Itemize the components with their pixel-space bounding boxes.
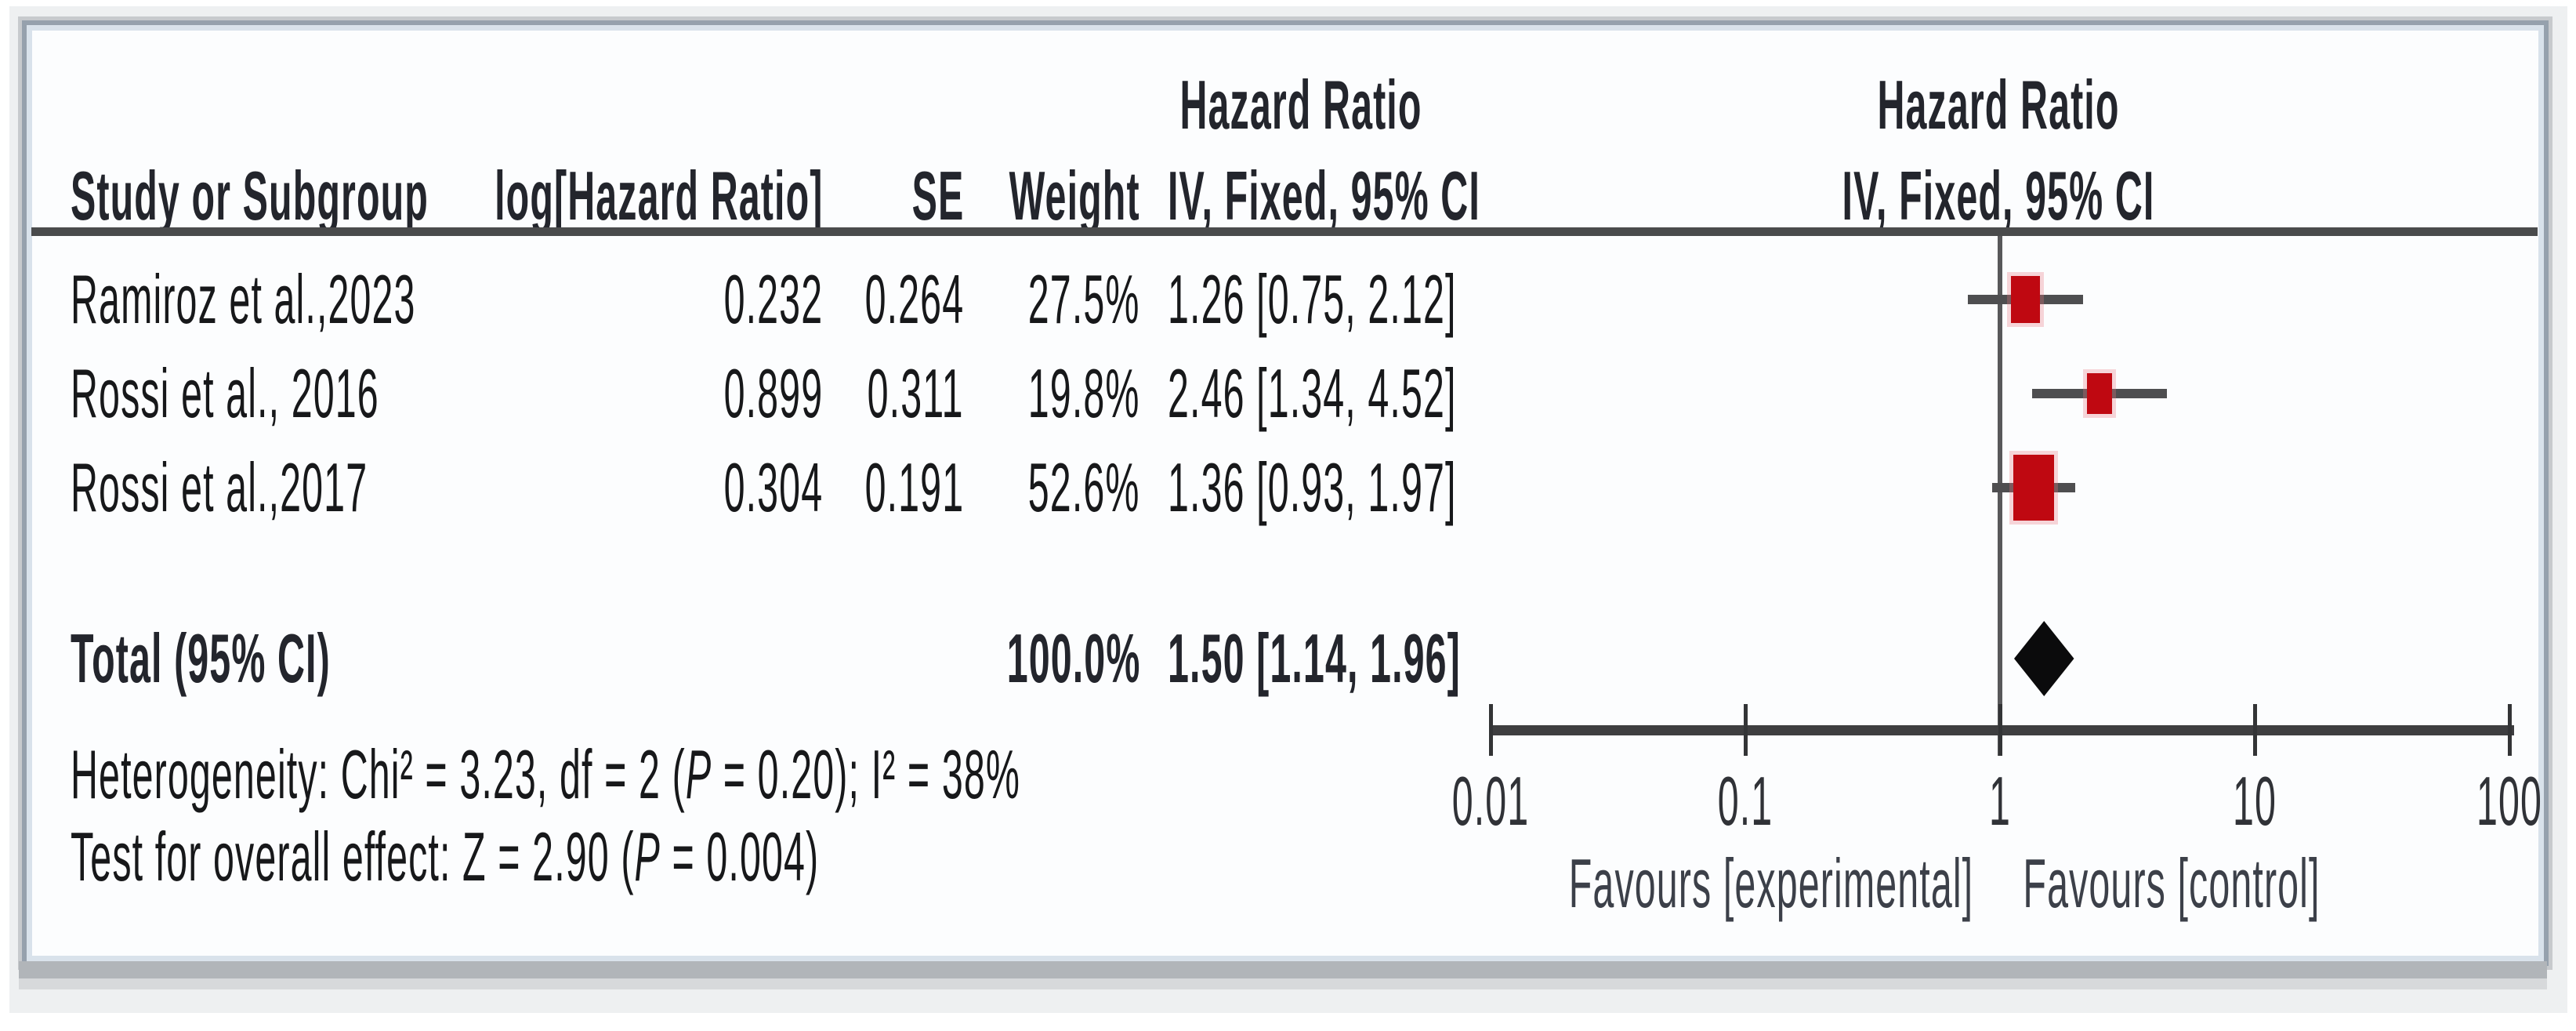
total-ci-text: 1.50 [1.14, 1.96] xyxy=(1168,619,1461,697)
study-se: 0.311 xyxy=(867,354,964,432)
x-axis-tick-label: 1 xyxy=(1988,762,2012,840)
x-axis-tick xyxy=(1998,704,2002,756)
study-log-hr: 0.899 xyxy=(723,354,823,432)
window-bottom-shadow xyxy=(19,978,2547,989)
x-axis-tick-label: 10 xyxy=(2232,762,2277,840)
column-header-study: Study or Subgroup xyxy=(71,157,429,234)
effect-square xyxy=(2087,373,2112,414)
study-se: 0.191 xyxy=(864,448,964,526)
window-bottom-edge xyxy=(19,961,2547,978)
header-rule xyxy=(31,227,2538,236)
study-name: Ramiroz et al.,2023 xyxy=(71,260,416,338)
x-axis-tick xyxy=(2252,704,2257,756)
study-weight: 19.8% xyxy=(1028,354,1140,432)
total-diamond xyxy=(2014,621,2074,696)
study-se: 0.264 xyxy=(864,260,964,338)
effect-square xyxy=(2013,454,2055,521)
x-axis-tick-label: 0.01 xyxy=(1451,762,1530,840)
total-label: Total (95% CI) xyxy=(71,619,331,697)
total-weight: 100.0% xyxy=(1006,619,1140,697)
study-ci-text: 1.36 [0.93, 1.97] xyxy=(1168,448,1457,526)
x-axis-tick xyxy=(1743,704,1748,756)
favours-left-label: Favours [experimental] xyxy=(1568,844,1974,922)
favours-right-label: Favours [control] xyxy=(2023,844,2321,922)
x-axis-tick-label: 100 xyxy=(2476,762,2543,840)
column-header-weight: Weight xyxy=(1009,157,1140,234)
study-log-hr: 0.304 xyxy=(723,448,823,526)
effect-square xyxy=(2010,275,2041,324)
plot-panel xyxy=(18,16,2552,970)
no-effect-line xyxy=(1998,236,2002,756)
study-weight: 27.5% xyxy=(1028,260,1140,338)
column-header-ci-text: IV, Fixed, 95% CI xyxy=(1168,157,1480,234)
x-axis-tick-label: 0.1 xyxy=(1717,762,1773,840)
column-header-se: SE xyxy=(911,157,964,234)
column-header-log-hr: log[Hazard Ratio] xyxy=(494,157,823,234)
study-name: Rossi et al.,2017 xyxy=(71,448,368,526)
x-axis-tick xyxy=(2507,704,2512,756)
heterogeneity-line: Heterogeneity: Chi² = 3.23, df = 2 (P = … xyxy=(71,735,1020,813)
study-ci-text: 1.26 [0.75, 2.12] xyxy=(1168,260,1457,338)
column-header-hazard-ratio-plot: Hazard Ratio xyxy=(1877,66,2120,143)
study-log-hr: 0.232 xyxy=(723,260,823,338)
column-header-hazard-ratio-text: Hazard Ratio xyxy=(1179,66,1422,143)
study-ci-text: 2.46 [1.34, 4.52] xyxy=(1168,354,1457,432)
study-weight: 52.6% xyxy=(1028,448,1140,526)
x-axis-tick xyxy=(1488,704,1493,756)
column-header-ci-plot: IV, Fixed, 95% CI xyxy=(1842,157,2155,234)
overall-effect-line: Test for overall effect: Z = 2.90 (P = 0… xyxy=(71,818,820,895)
study-name: Rossi et al., 2016 xyxy=(71,354,379,432)
